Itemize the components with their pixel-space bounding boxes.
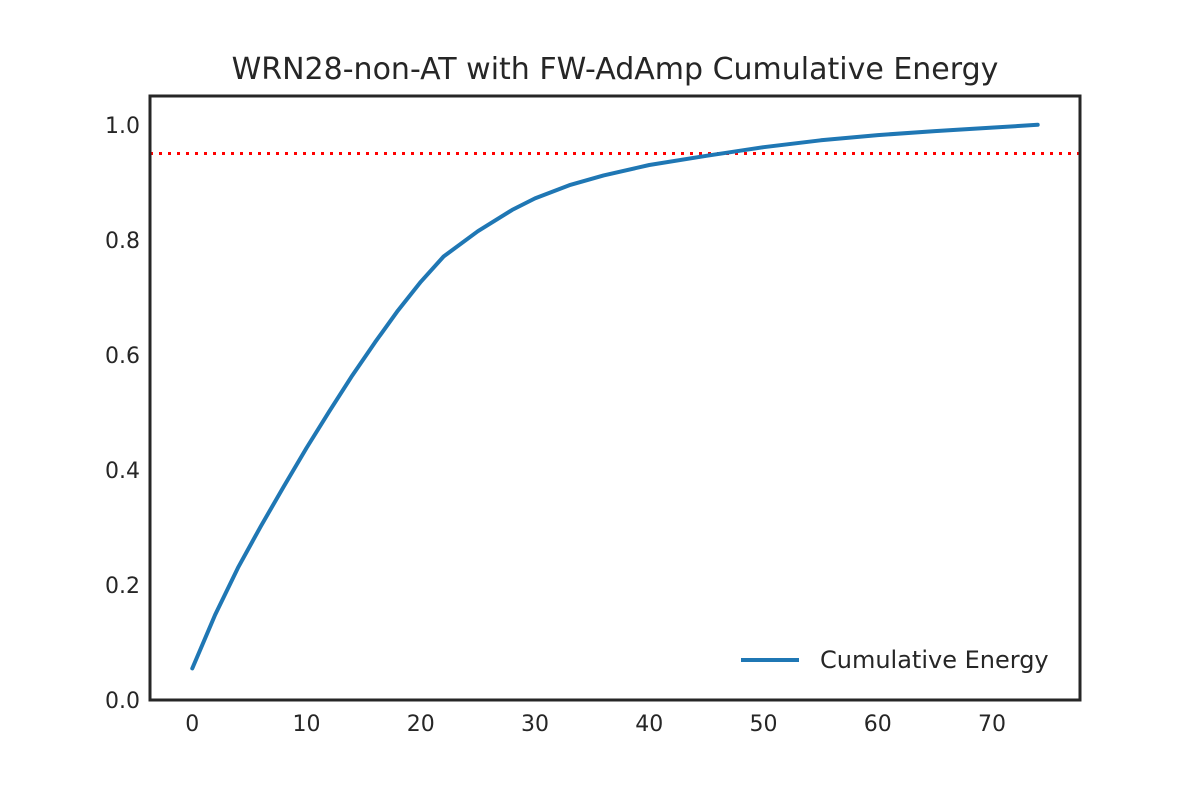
legend: Cumulative Energy [741,646,1049,674]
plot-frame [148,94,1082,702]
x-tick-label: 70 [978,712,1006,737]
x-tick-label: 40 [635,712,663,737]
y-tick-label: 1.0 [105,114,140,139]
y-tick-label: 0.8 [105,229,140,254]
x-tick-label: 0 [185,712,199,737]
x-axis-ticks: 0 10 20 30 40 50 60 70 [185,712,1006,737]
legend-label-cumulative-energy: Cumulative Energy [820,646,1049,674]
y-tick-label: 0.0 [105,689,140,714]
x-tick-label: 30 [521,712,549,737]
chart-title: WRN28-non-AT with FW-AdAmp Cumulative En… [232,52,999,87]
x-tick-label: 20 [407,712,435,737]
y-tick-label: 0.6 [105,344,140,369]
y-tick-label: 0.4 [105,459,140,484]
series-line-cumulative-energy [190,122,1040,671]
x-tick-label: 10 [293,712,321,737]
y-tick-label: 0.2 [105,574,140,599]
x-tick-label: 50 [750,712,778,737]
x-tick-label: 60 [864,712,892,737]
y-axis-ticks: 0.0 0.2 0.4 0.6 0.8 1.0 [105,114,140,714]
